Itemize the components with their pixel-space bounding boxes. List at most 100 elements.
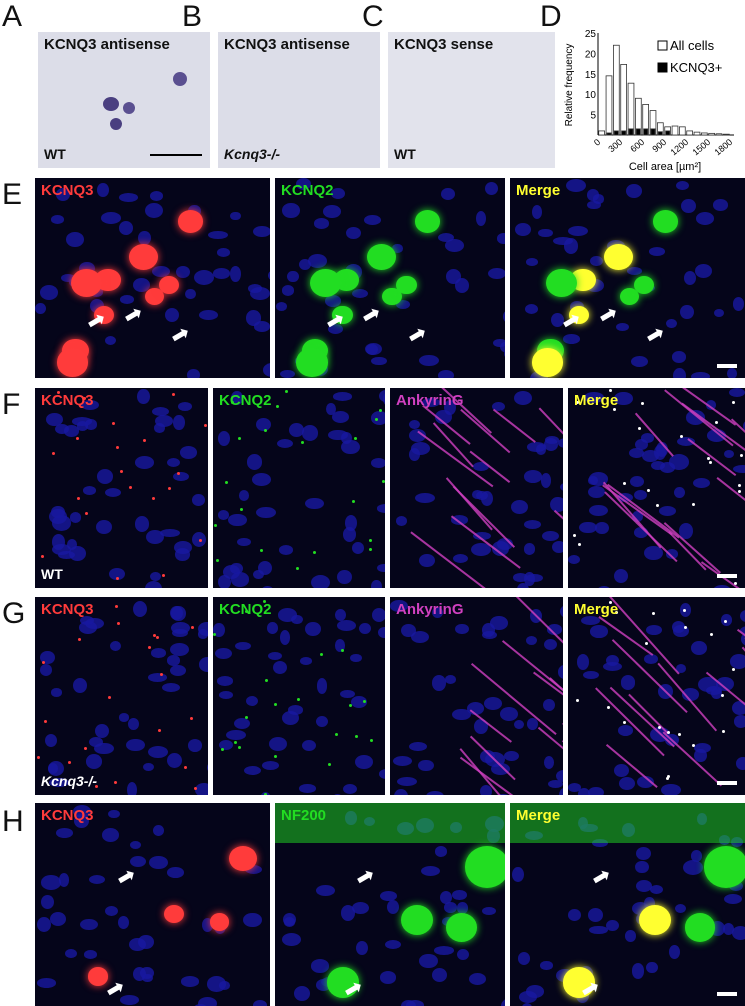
cell-signal [684, 913, 716, 943]
nucleus [267, 269, 270, 282]
nucleus [230, 211, 241, 221]
nucleus [260, 585, 275, 588]
nucleus [217, 676, 233, 686]
all-cells-bar [679, 126, 686, 136]
probe-label: KCNQ3 sense [394, 36, 494, 53]
nucleus [351, 902, 369, 915]
nucleus [501, 998, 505, 1006]
puncta [239, 507, 243, 511]
nucleus [129, 856, 146, 868]
nucleus [301, 425, 319, 441]
nucleus [580, 615, 601, 626]
cell-signal [144, 287, 165, 306]
nucleus [230, 562, 243, 574]
puncta [665, 776, 669, 780]
panel-e-kcnq3: ➡ ➡ ➡ KCNQ3 [35, 178, 270, 378]
axon-signal [417, 430, 494, 487]
puncta [237, 436, 241, 440]
nucleus [517, 583, 530, 588]
nucleus [484, 696, 502, 710]
nucleus [606, 654, 620, 666]
nucleus [376, 504, 385, 513]
nucleus [88, 874, 105, 885]
nucleus [433, 946, 454, 955]
puncta [710, 632, 714, 636]
nucleus [591, 839, 608, 848]
puncta [641, 401, 645, 405]
puncta [651, 612, 655, 616]
x-tick-label: 1200 [669, 137, 691, 158]
nucleus [343, 784, 358, 794]
nucleus [218, 690, 234, 700]
puncta [740, 453, 744, 457]
legend-label: All cells [670, 38, 715, 53]
nucleus [239, 489, 250, 501]
panel-f-kcnq2: KCNQ2 [213, 388, 385, 588]
puncta [273, 702, 277, 706]
puncta [161, 574, 165, 578]
nucleus [457, 902, 469, 914]
scale-bar [717, 992, 737, 996]
nucleus [39, 664, 52, 677]
nucleus [229, 266, 241, 282]
nucleus [287, 270, 299, 283]
nucleus [583, 392, 604, 403]
cell-signal [545, 269, 578, 298]
nucleus [197, 629, 208, 639]
nucleus [513, 391, 532, 406]
cell-signal [401, 904, 434, 935]
nucleus [230, 572, 250, 587]
nucleus [482, 631, 498, 640]
nucleus [41, 894, 55, 909]
nucleus [586, 189, 600, 202]
nucleus [370, 457, 385, 468]
puncta [683, 608, 687, 612]
nucleus [631, 356, 649, 367]
nucleus [268, 652, 283, 661]
probe-label: KCNQ3 antisense [44, 36, 170, 53]
nucleus [480, 749, 496, 764]
nucleus [253, 569, 265, 580]
nucleus [515, 223, 532, 237]
nucleus [733, 715, 745, 729]
panel-f-merge: Merge [568, 388, 745, 588]
nucleus [55, 423, 70, 434]
nucleus [105, 905, 119, 917]
nucleus [213, 622, 225, 637]
fiber-signal [275, 803, 505, 843]
nucleus [244, 765, 262, 776]
nucleus [206, 761, 208, 775]
nucleus [431, 606, 444, 619]
nucleus [58, 551, 75, 560]
puncta [732, 667, 736, 671]
panel-letter-e: E [2, 178, 23, 211]
nucleus [502, 309, 505, 324]
puncta [638, 426, 642, 430]
nucleus [283, 913, 297, 926]
puncta [116, 446, 120, 450]
nucleus [80, 615, 95, 626]
nucleus [628, 448, 644, 459]
cell-signal [464, 846, 505, 888]
nucleus [605, 920, 619, 932]
nucleus [556, 769, 563, 783]
nucleus [469, 972, 487, 985]
nucleus [473, 531, 491, 540]
nucleus [342, 527, 357, 543]
kcnq3-bar [613, 130, 619, 136]
nucleus [499, 340, 505, 354]
nucleus [660, 462, 676, 473]
cell-signal [415, 210, 440, 233]
nucleus [180, 446, 198, 459]
legend-label: KCNQ3+ [670, 60, 722, 75]
nucleus [626, 266, 643, 275]
arrow-icon: ➡ [357, 299, 386, 331]
nucleus [370, 411, 385, 425]
puncta [692, 743, 696, 747]
nucleus [40, 875, 61, 890]
puncta [608, 389, 612, 393]
nucleus [47, 763, 59, 775]
puncta [51, 451, 55, 455]
puncta [264, 679, 268, 683]
all-cells-bar [671, 125, 679, 136]
